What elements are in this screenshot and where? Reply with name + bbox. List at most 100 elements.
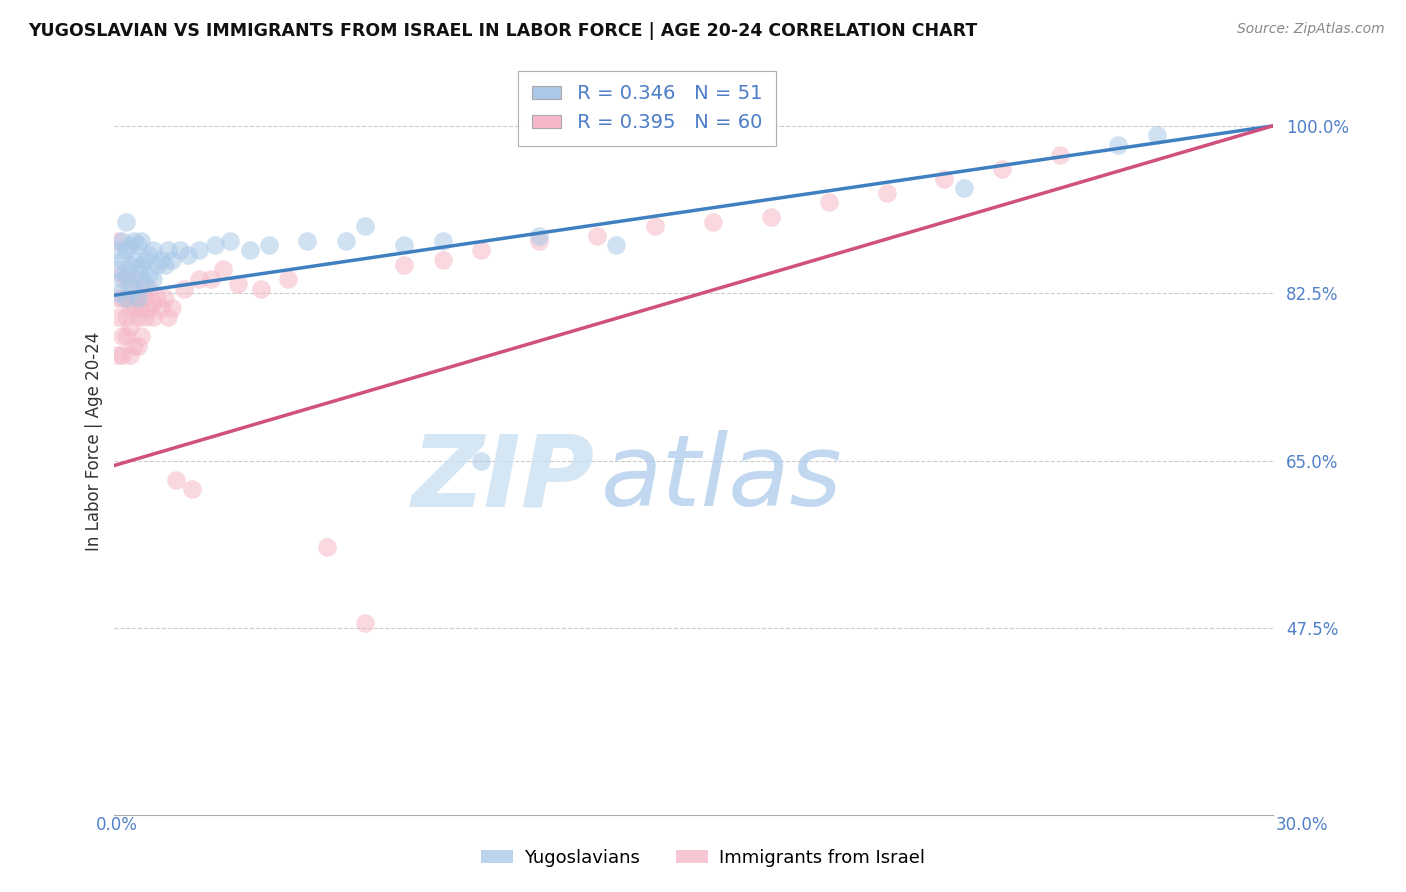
Point <box>162 301 184 315</box>
Point <box>934 171 956 186</box>
Point <box>115 272 138 286</box>
Point <box>107 348 129 362</box>
Text: 30.0%: 30.0% <box>1277 816 1329 834</box>
Point <box>127 339 149 353</box>
Point <box>1107 138 1129 153</box>
Point <box>149 301 172 315</box>
Point <box>1146 128 1168 143</box>
Point <box>211 262 233 277</box>
Point <box>146 258 169 272</box>
Point <box>111 234 134 248</box>
Legend: Yugoslavians, Immigrants from Israel: Yugoslavians, Immigrants from Israel <box>474 842 932 874</box>
Point <box>127 291 149 305</box>
Text: ZIP: ZIP <box>412 430 595 527</box>
Y-axis label: In Labor Force | Age 20-24: In Labor Force | Age 20-24 <box>86 332 103 551</box>
Point <box>127 238 149 252</box>
Point <box>107 291 129 305</box>
Point <box>107 234 129 248</box>
Point <box>127 262 149 277</box>
Text: 0.0%: 0.0% <box>96 816 138 834</box>
Point <box>149 252 172 267</box>
Point <box>115 310 138 325</box>
Point <box>169 244 191 258</box>
Point <box>173 281 195 295</box>
Point <box>392 258 415 272</box>
Point <box>177 248 200 262</box>
Point <box>200 272 222 286</box>
Point <box>111 291 134 305</box>
Point <box>204 238 226 252</box>
Point <box>138 301 160 315</box>
Point <box>118 301 141 315</box>
Legend:  R = 0.346   N = 51,  R = 0.395   N = 60: R = 0.346 N = 51, R = 0.395 N = 60 <box>519 70 776 145</box>
Point <box>111 329 134 343</box>
Point <box>134 277 156 291</box>
Point <box>1049 147 1071 161</box>
Point <box>131 272 153 286</box>
Point <box>527 234 550 248</box>
Point <box>238 244 260 258</box>
Point <box>188 244 211 258</box>
Point <box>115 267 138 281</box>
Point <box>115 291 138 305</box>
Point <box>122 272 145 286</box>
Point <box>165 473 187 487</box>
Point <box>122 281 145 295</box>
Point <box>107 262 129 277</box>
Point <box>702 214 724 228</box>
Point <box>146 291 169 305</box>
Point <box>131 329 153 343</box>
Point <box>354 616 377 631</box>
Point <box>392 238 415 252</box>
Point <box>122 252 145 267</box>
Point <box>157 244 180 258</box>
Point <box>354 219 377 234</box>
Point <box>127 310 149 325</box>
Point <box>138 248 160 262</box>
Point <box>142 310 165 325</box>
Point <box>131 258 153 272</box>
Point <box>122 234 145 248</box>
Point <box>115 244 138 258</box>
Point <box>876 186 898 200</box>
Point <box>315 540 337 554</box>
Point <box>157 310 180 325</box>
Point <box>586 228 609 243</box>
Point <box>470 453 492 467</box>
Point <box>277 272 299 286</box>
Point <box>162 252 184 267</box>
Point <box>122 339 145 353</box>
Point <box>118 277 141 291</box>
Point <box>131 281 153 295</box>
Point <box>470 244 492 258</box>
Point <box>107 310 129 325</box>
Point <box>138 281 160 295</box>
Point <box>817 195 839 210</box>
Point <box>335 234 357 248</box>
Point <box>111 272 134 286</box>
Point <box>219 234 242 248</box>
Point <box>250 281 273 295</box>
Point <box>118 258 141 272</box>
Point <box>188 272 211 286</box>
Text: YUGOSLAVIAN VS IMMIGRANTS FROM ISRAEL IN LABOR FORCE | AGE 20-24 CORRELATION CHA: YUGOSLAVIAN VS IMMIGRANTS FROM ISRAEL IN… <box>28 22 977 40</box>
Point <box>122 291 145 305</box>
Point <box>111 267 134 281</box>
Point <box>111 348 134 362</box>
Point <box>134 310 156 325</box>
Point <box>644 219 666 234</box>
Point <box>153 258 176 272</box>
Point <box>118 348 141 362</box>
Point <box>432 252 454 267</box>
Point <box>432 234 454 248</box>
Point <box>142 272 165 286</box>
Point <box>142 244 165 258</box>
Point <box>127 291 149 305</box>
Text: atlas: atlas <box>600 430 842 527</box>
Point <box>138 267 160 281</box>
Point <box>131 234 153 248</box>
Point <box>134 252 156 267</box>
Point <box>115 214 138 228</box>
Point <box>527 228 550 243</box>
Point <box>134 291 156 305</box>
